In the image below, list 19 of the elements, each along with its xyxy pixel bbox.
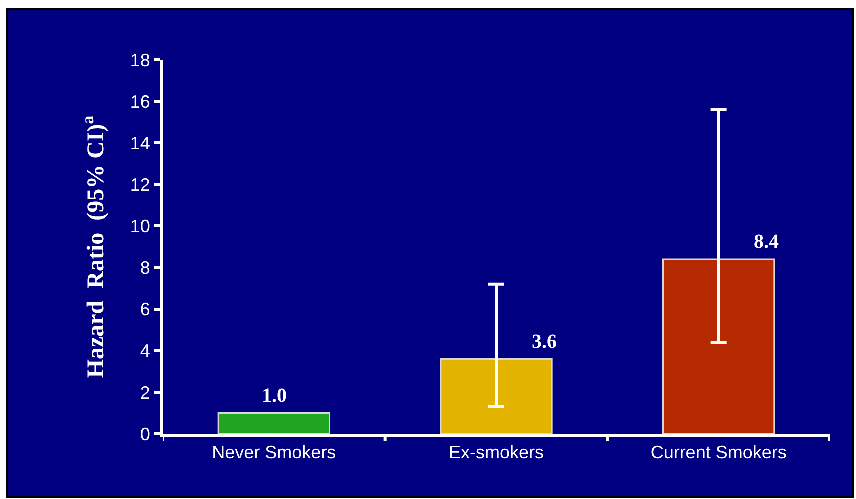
y-tick-label: 2 xyxy=(140,382,150,403)
y-tick-label: 18 xyxy=(130,50,150,70)
x-tick-label: Never Smokers xyxy=(212,442,336,463)
y-tick-label: 6 xyxy=(140,300,150,320)
y-tick-label: 12 xyxy=(130,174,150,195)
bar xyxy=(218,412,330,434)
y-tick-label: 0 xyxy=(140,424,150,444)
bar xyxy=(440,358,553,434)
bar xyxy=(662,258,776,434)
y-tick-label: 4 xyxy=(140,341,150,362)
y-tick-label: 14 xyxy=(130,133,150,154)
data-label: 8.4 xyxy=(754,231,779,253)
y-tick-label: 8 xyxy=(140,258,150,278)
x-tick-label: Current Smokers xyxy=(650,442,787,463)
y-tick-label: 10 xyxy=(130,216,150,237)
y-tick-label: 16 xyxy=(130,92,150,112)
x-tick-label: Ex-smokers xyxy=(448,442,544,463)
data-label: 3.6 xyxy=(532,331,557,353)
data-label: 1.0 xyxy=(262,385,287,407)
